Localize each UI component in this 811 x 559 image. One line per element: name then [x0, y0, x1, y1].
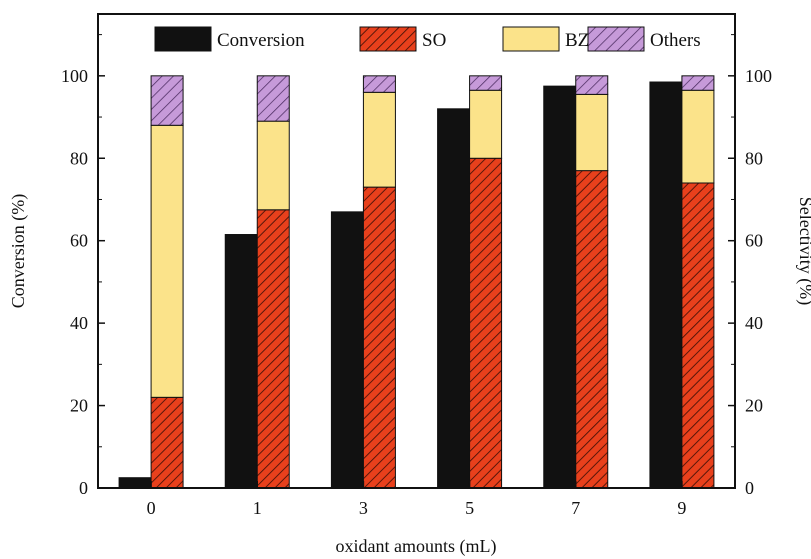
- bar-bz-1: [256, 120, 290, 211]
- legend-label-so: SO: [422, 30, 446, 51]
- bar-conversion-5: [437, 108, 471, 489]
- bar-so-9: [681, 182, 715, 489]
- y-axis-title-right: Selectivity (%): [795, 197, 811, 305]
- bar-bz-3: [362, 91, 396, 188]
- bar-bz-7: [575, 93, 609, 172]
- axis-ticks: 0 0 20 20 40 40 60 60 80 80 100 100 0 1 3 5 7 9: [61, 34, 772, 518]
- y-right-tick-label-0: 0: [745, 478, 754, 498]
- bar-so-5: [469, 157, 503, 489]
- legend-swatch-others: [587, 26, 645, 52]
- bar-bz-5: [469, 89, 503, 159]
- bar-conversion-7: [543, 85, 577, 489]
- bar-conversion-0: [118, 477, 152, 489]
- bar-others-0: [150, 75, 184, 126]
- bar-conversion-3: [330, 211, 364, 489]
- y-right-tick-label-80: 80: [745, 148, 763, 168]
- y-right-tick-label-60: 60: [745, 231, 763, 251]
- x-tick-label-0: 0: [147, 498, 156, 518]
- y-left-tick-label-100: 100: [61, 66, 88, 86]
- y-right-tick-label-20: 20: [745, 396, 763, 416]
- x-tick-label-5: 5: [465, 498, 474, 518]
- bar-so-1: [256, 209, 290, 489]
- legend-label-others: Others: [650, 30, 701, 51]
- x-axis-title: oxidant amounts (mL): [336, 536, 497, 557]
- bar-so-3: [362, 186, 396, 489]
- bar-others-5: [469, 75, 503, 91]
- y-right-tick-label-100: 100: [745, 66, 772, 86]
- y-left-tick-label-0: 0: [79, 478, 88, 498]
- y-left-tick-label-80: 80: [70, 148, 88, 168]
- bar-others-3: [362, 75, 396, 93]
- bar-conversion-1: [224, 234, 258, 489]
- legend: Conversion SO BZ Others: [154, 26, 701, 52]
- bar-bz-9: [681, 89, 715, 184]
- y-left-tick-label-40: 40: [70, 313, 88, 333]
- legend-swatch-conversion: [154, 26, 212, 52]
- x-tick-label-9: 9: [677, 498, 686, 518]
- bar-others-7: [575, 75, 609, 95]
- bars-layer: [118, 75, 715, 489]
- x-tick-label-7: 7: [571, 498, 580, 518]
- bar-so-7: [575, 170, 609, 489]
- legend-swatch-bz: [502, 26, 560, 52]
- bar-so-0: [150, 396, 184, 489]
- legend-label-conversion: Conversion: [217, 30, 305, 51]
- legend-label-bz: BZ: [565, 30, 589, 51]
- legend-swatch-so: [359, 26, 417, 52]
- x-tick-label-1: 1: [253, 498, 262, 518]
- bar-bz-0: [150, 124, 184, 398]
- y-left-tick-label-20: 20: [70, 396, 88, 416]
- bar-conversion-9: [649, 81, 683, 489]
- y-axis-title-left: Conversion (%): [8, 194, 29, 308]
- bar-others-1: [256, 75, 290, 122]
- x-tick-label-3: 3: [359, 498, 368, 518]
- bar-others-9: [681, 75, 715, 91]
- plot-frame: [97, 13, 736, 489]
- y-right-tick-label-40: 40: [745, 313, 763, 333]
- y-left-tick-label-60: 60: [70, 231, 88, 251]
